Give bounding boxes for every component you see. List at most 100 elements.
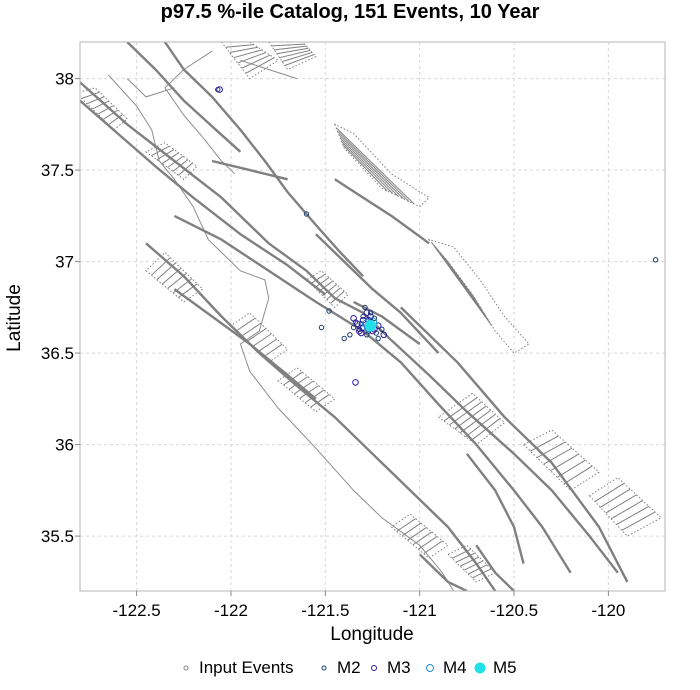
- fault-zone-outline: [145, 251, 204, 303]
- fault-trace: [145, 242, 497, 591]
- legend-label: M4: [443, 658, 467, 677]
- fault-trace: [80, 99, 327, 296]
- y-tick-label: 35.5: [41, 527, 74, 546]
- fault-zone-hatch: [246, 328, 267, 342]
- fault-zone-hatch: [600, 488, 631, 508]
- fault-zone-hatch: [455, 552, 476, 563]
- map-layers: [80, 42, 663, 591]
- fault-zone-outline: [277, 367, 336, 413]
- fault-zone-hatch: [330, 290, 345, 304]
- fault-zone-hatch: [271, 43, 305, 47]
- fault-zone-hatch: [563, 465, 593, 485]
- fault-zone-hatch: [314, 277, 330, 289]
- chart-title: p97.5 %-ile Catalog, 151 Events, 10 Year: [161, 1, 540, 23]
- fault-zone-hatch: [257, 338, 278, 353]
- x-axis-label: Longitude: [330, 624, 413, 645]
- fault-zone-hatch: [97, 105, 114, 115]
- x-tick-label: -121.5: [301, 601, 349, 620]
- event-point-m2: [358, 321, 364, 327]
- legend-label: M3: [387, 658, 411, 677]
- coastline: [126, 78, 175, 98]
- fault-zone-hatch: [276, 47, 309, 55]
- event-point-m2: [341, 335, 347, 342]
- fault-trace: [126, 42, 242, 153]
- event-point-m3: [367, 313, 374, 320]
- event-point-m2: [350, 324, 357, 331]
- event-point-m2: [362, 304, 368, 311]
- fault-zone-hatch: [529, 435, 559, 452]
- fault-trace: [173, 288, 317, 400]
- fault-zone-hatch: [245, 57, 275, 74]
- fault-zone-hatch: [454, 405, 487, 430]
- fault-zone-hatch: [335, 127, 415, 205]
- fault-zone-hatch: [279, 49, 311, 59]
- fault-trace: [173, 214, 572, 574]
- fault-zone-hatch: [342, 144, 388, 192]
- fault-zone-hatch: [444, 258, 477, 301]
- y-tick-label: 36: [55, 436, 74, 455]
- y-tick-label: 36.5: [41, 344, 74, 363]
- fault-zone-hatch: [252, 333, 272, 347]
- fault-zone-hatch: [236, 317, 256, 332]
- legend: Input Events M2 M3 M4 M5: [183, 658, 517, 677]
- legend-label: M5: [493, 658, 517, 677]
- fault-zone-hatch: [594, 482, 625, 503]
- fault-zone-hatch: [337, 130, 410, 202]
- legend-marker: [474, 662, 486, 674]
- legend-marker: [183, 665, 189, 671]
- fault-zone-outline: [268, 42, 317, 71]
- legend-marker: [426, 664, 434, 672]
- fault-zone-outline: [145, 142, 198, 180]
- event-point-m2: [375, 335, 381, 342]
- fault-zone-outline: [305, 270, 349, 309]
- legend-label: M2: [337, 658, 361, 677]
- event-point-m2: [318, 324, 325, 331]
- event-point-m3: [363, 309, 371, 317]
- x-tick-label: -121: [403, 601, 437, 620]
- fault-zone-outline: [390, 513, 449, 559]
- y-tick-label: 37: [55, 253, 74, 272]
- fault-zone-hatch: [241, 322, 261, 337]
- fault-zone-hatch: [605, 494, 637, 514]
- fault-zone-hatch: [282, 51, 313, 63]
- fault-zone-hatch: [401, 522, 422, 537]
- y-tick-label: 38: [55, 70, 74, 89]
- fault-trace: [315, 233, 440, 354]
- fault-trace: [80, 81, 619, 574]
- fault-zone-hatch: [465, 413, 496, 438]
- fault-zone-hatch: [616, 505, 650, 526]
- event-point-m2: [352, 319, 359, 325]
- fault-zone-outline: [80, 87, 128, 131]
- fault-zone-hatch: [92, 100, 110, 110]
- fault-zone-hatch: [556, 459, 586, 478]
- fault-zone-hatch: [338, 134, 404, 200]
- event-point-m2: [367, 310, 374, 316]
- fault-zone-hatch: [459, 556, 480, 567]
- event-point-m3: [352, 379, 359, 386]
- fault-trace: [399, 306, 629, 583]
- fault-zone-hatch: [229, 46, 259, 53]
- fault-zone-hatch: [263, 343, 283, 358]
- y-tick-label: 37.5: [41, 161, 74, 180]
- fault-zone-hatch: [326, 287, 341, 300]
- fault-trace: [163, 42, 364, 278]
- legend-label: Input Events: [199, 658, 294, 677]
- fault-zone-hatch: [225, 44, 254, 48]
- fault-zone-hatch: [86, 96, 105, 105]
- event-points: [215, 86, 659, 386]
- plot-frame: [79, 41, 666, 592]
- event-point-m3: [357, 329, 365, 337]
- fault-zone-hatch: [543, 447, 573, 465]
- fault-zone-hatch: [310, 273, 326, 285]
- fault-trace: [211, 159, 288, 181]
- event-point-m5: [364, 319, 377, 332]
- x-tick-label: -122.5: [113, 601, 161, 620]
- x-tick-label: -122: [214, 601, 248, 620]
- fault-trace: [334, 178, 430, 245]
- x-tick-label: -120: [591, 601, 625, 620]
- fault-zone-hatch: [459, 409, 492, 434]
- coastline: [107, 74, 455, 591]
- fault-zone-hatch: [102, 109, 119, 120]
- event-point-m2: [360, 313, 366, 320]
